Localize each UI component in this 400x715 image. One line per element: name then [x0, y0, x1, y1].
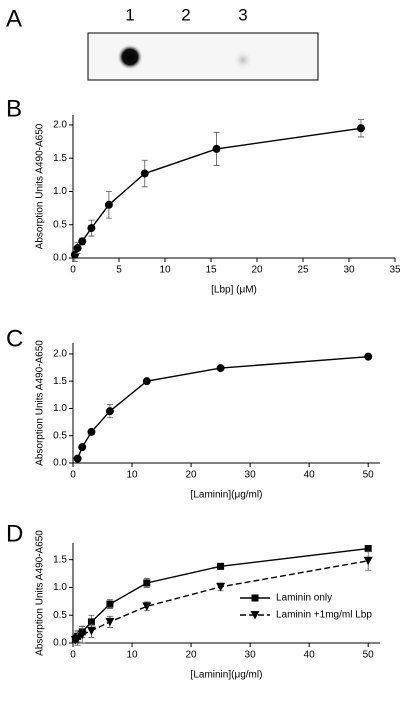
marker [142, 602, 152, 611]
marker [73, 634, 83, 644]
marker [87, 427, 96, 436]
marker [364, 352, 373, 361]
y-tick-label: 0.0 [53, 253, 67, 264]
marker [216, 364, 225, 373]
x-tick-label: 0 [70, 650, 76, 661]
y-axis-label: Absorption Units A490-A650 [35, 123, 46, 249]
x-tick-label: 0 [70, 470, 76, 481]
marker [87, 224, 96, 233]
marker [73, 244, 82, 253]
x-tick-label: 50 [363, 470, 375, 481]
marker [363, 556, 373, 566]
x-tick-label: 25 [297, 265, 309, 276]
y-tick-label: 1.5 [53, 153, 67, 164]
legend-marker [250, 611, 260, 620]
x-tick-label: 20 [251, 265, 263, 276]
line [76, 355, 369, 459]
x-tick-label: 40 [304, 470, 316, 481]
x-tick-label: 10 [126, 650, 138, 661]
marker [78, 237, 87, 246]
x-tick-label: 5 [116, 265, 122, 276]
x-tick-label: 0 [70, 265, 76, 276]
x-axis-label: [Laminin](μg/ml) [191, 490, 263, 501]
marker [104, 200, 113, 209]
marker [142, 377, 151, 386]
lane-label: 3 [238, 5, 247, 24]
x-axis-label: [Laminin](μg/ml) [191, 670, 263, 681]
y-tick-label: 0.5 [53, 219, 67, 230]
legend-label: Laminin +1mg/ml Lbp [276, 610, 372, 621]
marker [212, 144, 221, 153]
x-axis-label: [Lbp] (μM) [211, 285, 257, 296]
y-tick-label: 0.0 [53, 638, 67, 649]
x-tick-label: 30 [245, 650, 257, 661]
marker [78, 443, 87, 452]
marker [105, 617, 115, 627]
x-tick-label: 10 [159, 265, 171, 276]
marker [86, 626, 96, 636]
y-tick-label: 0.5 [53, 610, 67, 621]
y-tick-label: 1.5 [53, 376, 67, 387]
blot-spot [232, 49, 254, 71]
marker [87, 618, 95, 626]
x-tick-label: 35 [389, 265, 400, 276]
marker [106, 600, 114, 608]
y-axis-label: Absorption Units A490-A650 [35, 340, 46, 466]
marker [143, 579, 151, 587]
legend-label: Laminin only [276, 593, 332, 604]
panel-label: C [6, 325, 23, 352]
x-tick-label: 20 [186, 650, 198, 661]
x-tick-label: 40 [304, 650, 316, 661]
marker [140, 169, 149, 178]
x-tick-label: 30 [343, 265, 355, 276]
y-axis-label: Absorption Units A490-A650 [35, 530, 46, 656]
marker [70, 250, 79, 259]
y-tick-label: 2.0 [53, 349, 67, 360]
marker [356, 124, 365, 133]
marker [105, 407, 114, 416]
legend-marker [251, 594, 259, 602]
panel-label: D [6, 520, 23, 547]
lane-label: 2 [181, 5, 190, 24]
marker [217, 562, 225, 570]
x-tick-label: 50 [363, 650, 375, 661]
x-tick-label: 15 [205, 265, 217, 276]
y-tick-label: 0.0 [53, 458, 67, 469]
panel-label: B [6, 95, 22, 122]
y-tick-label: 0.5 [53, 430, 67, 441]
panel-label: A [6, 5, 22, 32]
lane-label: 1 [125, 5, 134, 24]
y-tick-label: 1.0 [53, 582, 67, 593]
x-tick-label: 30 [245, 470, 257, 481]
marker [216, 582, 226, 592]
marker [364, 545, 372, 553]
marker [73, 454, 82, 463]
x-tick-label: 10 [126, 470, 138, 481]
y-tick-label: 1.0 [53, 186, 67, 197]
y-tick-label: 1.5 [53, 554, 67, 565]
y-tick-label: 1.0 [53, 403, 67, 414]
blot-spot [117, 44, 143, 70]
marker [77, 630, 87, 640]
y-tick-label: 2.0 [53, 120, 67, 131]
x-tick-label: 20 [186, 470, 198, 481]
